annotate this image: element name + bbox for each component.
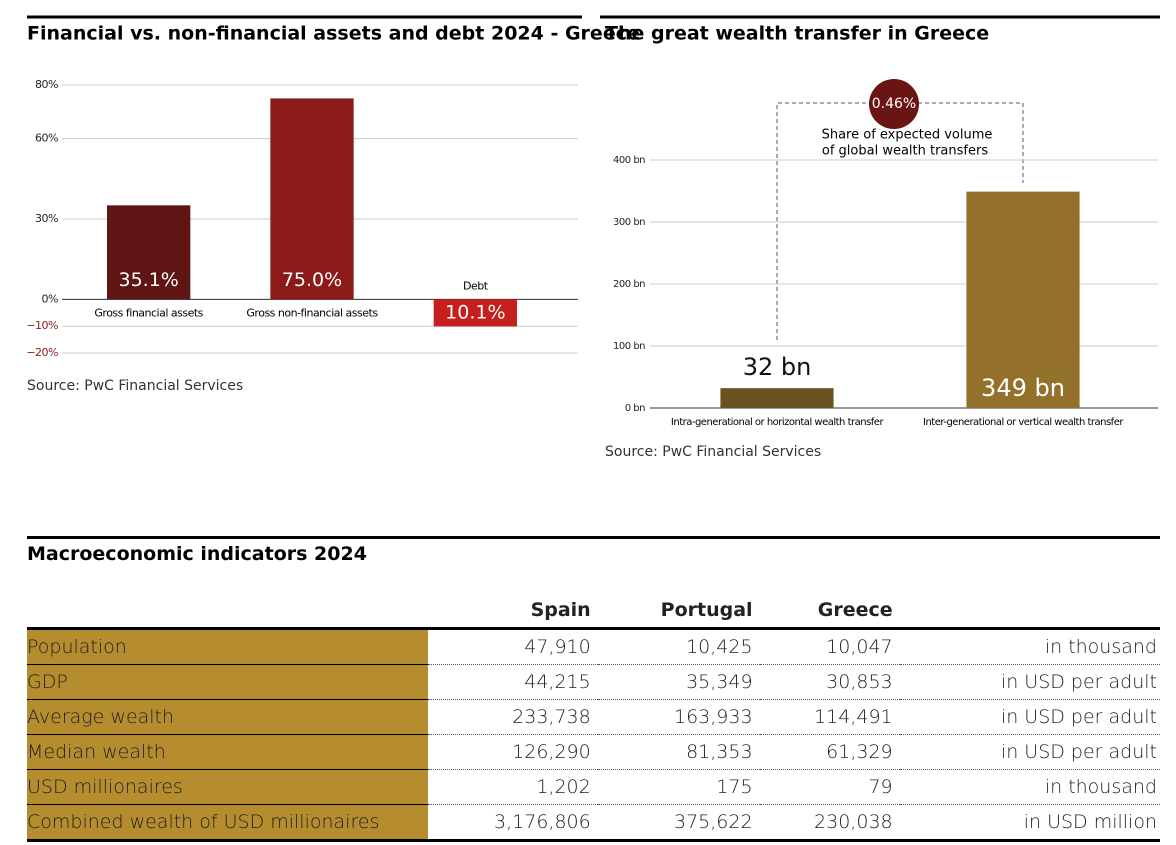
value-label: 35.1%: [118, 269, 178, 291]
charts: Financial vs. non-financial assets and d…: [26, 15, 1160, 460]
y-tick-label: −20%: [26, 346, 58, 359]
header-cell: [27, 593, 428, 630]
annotation-bubble: [869, 79, 919, 129]
table-cell: 175: [597, 769, 760, 805]
table-cell: 81,353: [597, 734, 760, 770]
y-tick-label: 0 bn: [625, 403, 645, 414]
y-tick-label: 80%: [35, 78, 58, 91]
table-cell: USD millionaires: [27, 769, 428, 805]
chart-title: The great wealth transfer in Greece: [605, 23, 989, 45]
header-cell: Greece: [759, 593, 900, 630]
annotation-value: 0.46%: [872, 96, 916, 112]
table-row: Median wealth 126,290 81,353 61,329 in USD p…: [27, 734, 1160, 770]
table-cell: 10,425: [597, 628, 760, 665]
table-cell: 30,853: [759, 664, 900, 700]
header-cell: Portugal: [597, 593, 760, 630]
header-cell: [899, 593, 1160, 630]
chart-title: Financial vs. non-financial assets and d…: [27, 23, 640, 45]
header-cell: Spain: [428, 593, 598, 630]
table-cell: in thousand: [899, 628, 1160, 665]
table-cell: Population: [27, 628, 428, 665]
table-cell: Average wealth: [27, 699, 428, 735]
y-tick-label: 100 bn: [613, 341, 645, 352]
bar: [107, 205, 191, 300]
value-label: 32 bn: [743, 353, 812, 381]
table-cell: GDP: [27, 664, 428, 700]
annotation-text: of global wealth transfers: [822, 144, 988, 159]
table-cell: 3,176,806: [428, 804, 598, 842]
bar: [433, 299, 517, 327]
source: Source: PwC Financial Services: [27, 378, 243, 394]
table-cell: 126,290: [428, 734, 598, 770]
table-cell: in thousand: [899, 769, 1160, 805]
table-cell: 375,622: [597, 804, 760, 842]
x-tick-label: Intra-generational or horizontal wealth …: [671, 417, 885, 428]
table-cell: 61,329: [759, 734, 900, 770]
table-cell: in USD per adult: [899, 734, 1160, 770]
value-label: 10.1%: [445, 301, 505, 323]
table-cell: in USD per adult: [899, 664, 1160, 700]
x-tick-label: Inter-generational or vertical wealth tr…: [923, 417, 1124, 428]
source: Source: PwC Financial Services: [605, 444, 821, 460]
table-cell: 44,215: [428, 664, 598, 700]
table-cell: 163,933: [597, 699, 760, 735]
y-tick-label: 300 bn: [613, 217, 645, 228]
table-title: Macroeconomic indicators 2024: [27, 536, 1160, 593]
table-section: Macroeconomic indicators 2024 Spain Portu…: [27, 536, 1160, 842]
table-cell: Combined wealth of USD millionaires: [27, 804, 428, 842]
y-tick-label: 30%: [35, 212, 58, 225]
table-cell: 1,202: [428, 769, 598, 805]
y-tick-label: 0%: [42, 292, 58, 305]
table-row: GDP 44,215 35,349 30,853 in USD per adult: [27, 664, 1160, 700]
table-row: Population 47,910 10,425 10,047 in thousand: [27, 628, 1160, 665]
table-cell: 47,910: [428, 628, 598, 665]
table-cell: Median wealth: [27, 734, 428, 770]
value-label: 75.0%: [282, 269, 342, 291]
x-tick-label: Gross non-financial assets: [246, 306, 378, 319]
header-row: Spain Portugal Greece: [27, 593, 1160, 630]
x-tick-label: Gross financial assets: [94, 306, 203, 319]
table-row: Average wealth 233,738 163,933 114,491 in US…: [27, 699, 1160, 735]
table-cell: in USD per adult: [899, 699, 1160, 735]
bar: [966, 191, 1080, 408]
y-tick-label: 400 bn: [613, 155, 645, 166]
table-cell: 79: [759, 769, 900, 805]
y-tick-label: 60%: [35, 132, 58, 145]
x-tick-label: Debt: [463, 279, 489, 292]
table-row: Combined wealth of USD millionaires 3,176…: [27, 804, 1160, 842]
value-label: 349 bn: [981, 374, 1065, 402]
table-cell: in USD million: [899, 804, 1160, 842]
y-tick-label: 200 bn: [613, 279, 645, 290]
table-row: USD millionaires 1,202 175 79 in thousand: [27, 769, 1160, 805]
table-cell: 233,738: [428, 699, 598, 735]
table-cell: 230,038: [759, 804, 900, 842]
table: Spain Portugal Greece Population 47,910 10,42…: [27, 593, 1160, 842]
table-cell: 114,491: [759, 699, 900, 735]
table-cell: 10,047: [759, 628, 900, 665]
table-cell: 35,349: [597, 664, 760, 700]
y-tick-label: −10%: [26, 319, 58, 332]
bar: [720, 388, 834, 408]
annotation-text: Share of expected volume: [822, 128, 993, 143]
bar: [270, 98, 354, 300]
